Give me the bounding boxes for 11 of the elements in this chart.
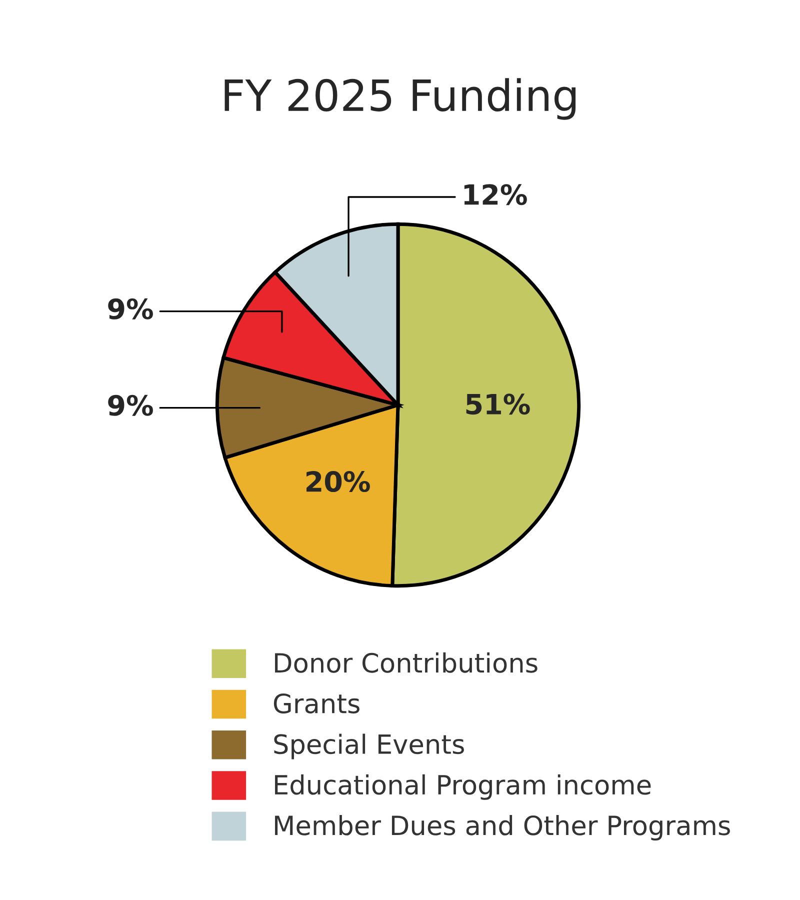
legend-label: Member Dues and Other Programs (275, 814, 730, 841)
legend-label: Educational Program income (275, 774, 651, 800)
data-label: 9% (108, 394, 153, 416)
data-label: 20% (306, 471, 370, 492)
data-label: 12% (464, 184, 527, 206)
chart-title: FY 2025 Funding (224, 78, 576, 120)
legend-label: Special Events (274, 734, 464, 760)
data-label: 9% (108, 298, 153, 320)
legend-label: Donor Contributions (275, 652, 538, 673)
data-label: 51% (466, 394, 530, 415)
legend-label: Grants (274, 694, 360, 714)
